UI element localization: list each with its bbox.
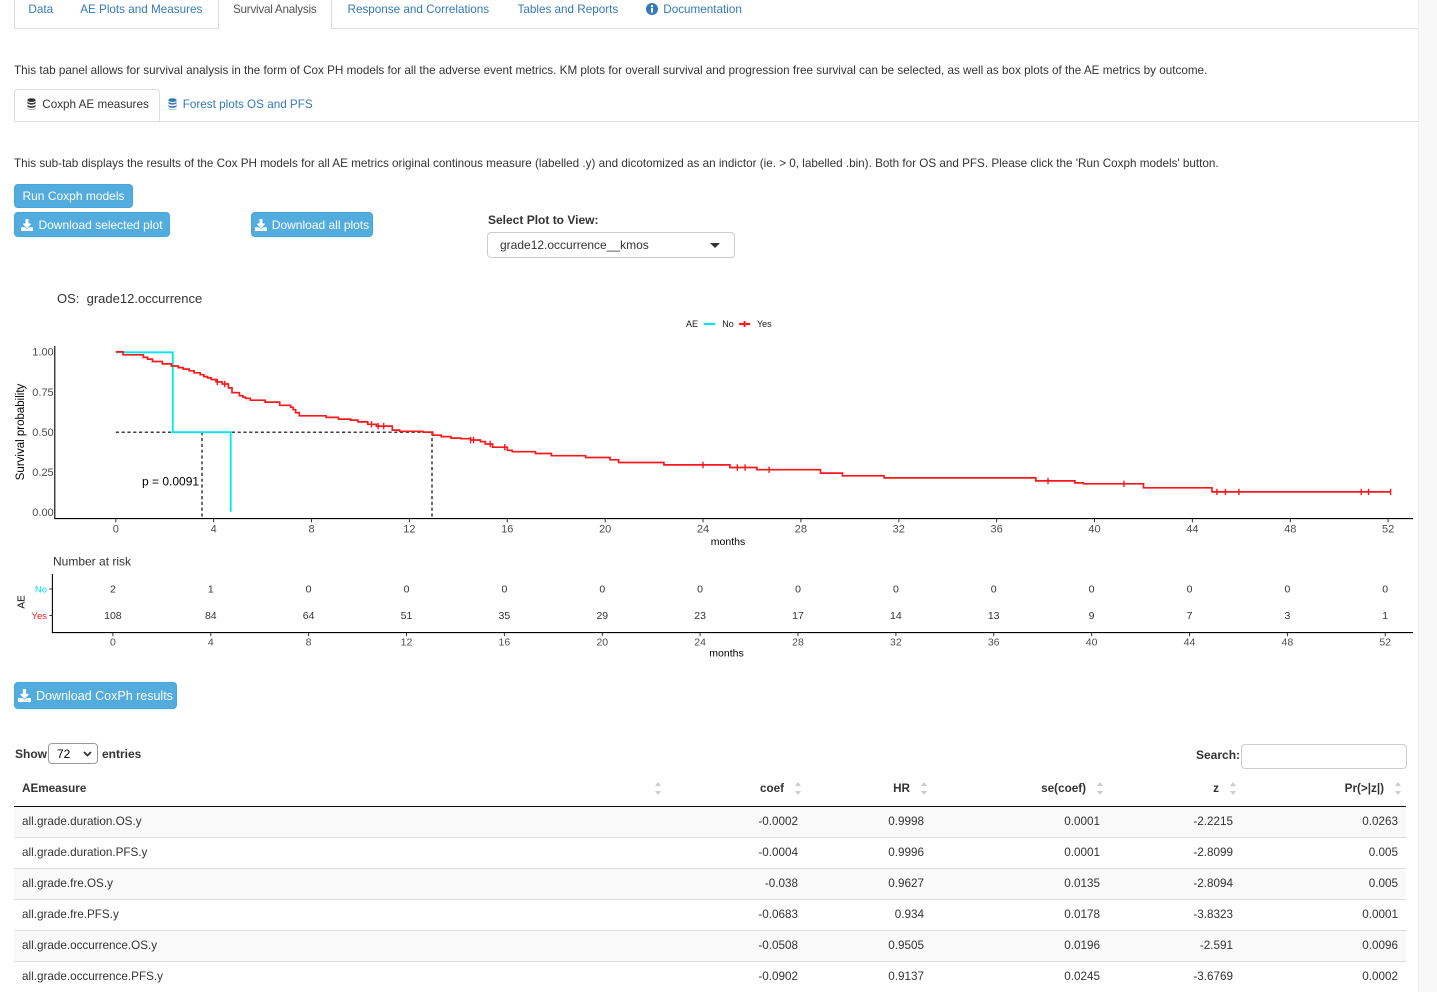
- svg-text:16: 16: [501, 524, 513, 536]
- svg-text:0.00: 0.00: [32, 507, 53, 519]
- svg-text:108: 108: [104, 610, 122, 622]
- svg-text:0.75: 0.75: [32, 387, 53, 399]
- svg-text:32: 32: [893, 524, 905, 536]
- svg-text:52: 52: [1382, 524, 1394, 536]
- svg-text:months: months: [709, 648, 743, 660]
- svg-text:0: 0: [306, 584, 312, 596]
- svg-text:p = 0.0091: p = 0.0091: [142, 475, 199, 489]
- svg-text:28: 28: [795, 524, 807, 536]
- svg-text:20: 20: [599, 524, 611, 536]
- svg-text:No: No: [35, 585, 47, 596]
- svg-text:8: 8: [308, 524, 314, 536]
- svg-text:OS: grade12.occurrence: OS: grade12.occurrence: [57, 291, 202, 306]
- svg-text:28: 28: [792, 637, 804, 649]
- svg-text:12: 12: [403, 524, 415, 536]
- svg-text:2: 2: [110, 584, 116, 596]
- svg-text:17: 17: [792, 610, 804, 622]
- svg-text:0: 0: [113, 524, 119, 536]
- svg-text:20: 20: [596, 637, 608, 649]
- svg-text:0: 0: [1187, 584, 1193, 596]
- svg-text:40: 40: [1086, 637, 1098, 649]
- svg-text:0.25: 0.25: [32, 467, 53, 479]
- svg-text:8: 8: [306, 637, 312, 649]
- svg-text:40: 40: [1088, 524, 1100, 536]
- svg-text:64: 64: [303, 610, 315, 622]
- svg-text:months: months: [711, 536, 745, 548]
- svg-text:0: 0: [1382, 584, 1388, 596]
- svg-text:4: 4: [208, 637, 214, 649]
- svg-text:Yes: Yes: [32, 611, 48, 622]
- svg-text:44: 44: [1186, 524, 1198, 536]
- svg-text:24: 24: [697, 524, 709, 536]
- svg-text:9: 9: [1089, 610, 1095, 622]
- svg-text:0: 0: [110, 637, 116, 649]
- svg-text:7: 7: [1187, 610, 1193, 622]
- svg-text:24: 24: [694, 637, 706, 649]
- svg-text:14: 14: [890, 610, 902, 622]
- svg-text:0: 0: [501, 584, 507, 596]
- svg-text:1: 1: [1382, 610, 1388, 622]
- svg-text:0: 0: [1089, 584, 1095, 596]
- svg-text:3: 3: [1284, 610, 1290, 622]
- svg-text:51: 51: [401, 610, 413, 622]
- svg-text:12: 12: [401, 637, 413, 649]
- svg-text:0: 0: [697, 584, 703, 596]
- svg-text:36: 36: [990, 524, 1002, 536]
- svg-text:Survival probability: Survival probability: [15, 383, 27, 480]
- svg-text:0: 0: [599, 584, 605, 596]
- svg-text:0: 0: [1284, 584, 1290, 596]
- svg-text:13: 13: [988, 610, 1000, 622]
- svg-text:35: 35: [499, 610, 511, 622]
- svg-text:No: No: [722, 319, 734, 329]
- svg-text:AE: AE: [17, 595, 28, 609]
- svg-text:23: 23: [694, 610, 706, 622]
- svg-text:AE: AE: [686, 319, 698, 329]
- svg-text:0: 0: [795, 584, 801, 596]
- svg-text:48: 48: [1284, 524, 1296, 536]
- svg-text:Yes: Yes: [757, 319, 772, 329]
- svg-text:Number at risk: Number at risk: [53, 555, 132, 569]
- svg-text:0: 0: [991, 584, 997, 596]
- svg-text:48: 48: [1282, 637, 1294, 649]
- svg-text:36: 36: [988, 637, 1000, 649]
- svg-text:32: 32: [890, 637, 902, 649]
- svg-text:4: 4: [211, 524, 217, 536]
- svg-text:84: 84: [205, 610, 217, 622]
- svg-text:0: 0: [404, 584, 410, 596]
- svg-text:29: 29: [596, 610, 608, 622]
- svg-text:44: 44: [1184, 637, 1196, 649]
- svg-text:0.50: 0.50: [32, 427, 53, 439]
- svg-text:1.00: 1.00: [32, 347, 53, 359]
- svg-text:1: 1: [208, 584, 214, 596]
- svg-text:16: 16: [499, 637, 511, 649]
- svg-text:52: 52: [1379, 637, 1391, 649]
- svg-text:0: 0: [893, 584, 899, 596]
